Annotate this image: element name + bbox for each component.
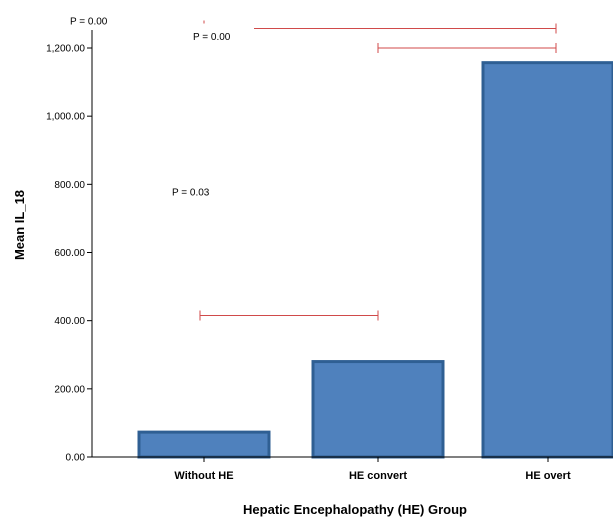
p-value-label: P = 0.00 [193, 32, 231, 43]
y-axis: 0.00 200.00 400.00 600.00 800.00 1,000.00 1,20… [46, 30, 93, 464]
y-tick-label: 1,200.00 [46, 44, 85, 55]
y-tick-label: 400.00 [54, 316, 85, 327]
x-axis-title: Hepatic Encephalopathy (HE) Group [243, 502, 467, 517]
x-tick-label: HE overt [525, 470, 571, 482]
significance-bracket: P = 0.00 [193, 32, 557, 53]
significance-annotations: P = 0.03 P = 0.00 P = 0.00 [70, 16, 557, 321]
bar [311, 360, 445, 459]
y-tick-label: 200.00 [54, 384, 85, 395]
bar [137, 430, 271, 459]
y-tick-label: 1,000.00 [46, 112, 85, 123]
x-tick-label: Without HE [174, 470, 233, 482]
y-tick-label: 800.00 [54, 180, 85, 191]
significance-bracket: P = 0.03 [172, 188, 379, 321]
significance-bracket: P = 0.00 [70, 16, 557, 34]
y-tick-label: 600.00 [54, 248, 85, 259]
p-value-label: P = 0.00 [70, 16, 108, 27]
bar [481, 61, 613, 459]
x-tick-label: HE convert [349, 470, 407, 482]
y-axis-title: Mean IL_18 [12, 190, 27, 260]
y-tick-label: 0.00 [66, 453, 86, 464]
x-axis: Without HE HE convert HE overt [92, 456, 613, 482]
bars [137, 61, 613, 459]
p-value-label: P = 0.03 [172, 188, 210, 199]
